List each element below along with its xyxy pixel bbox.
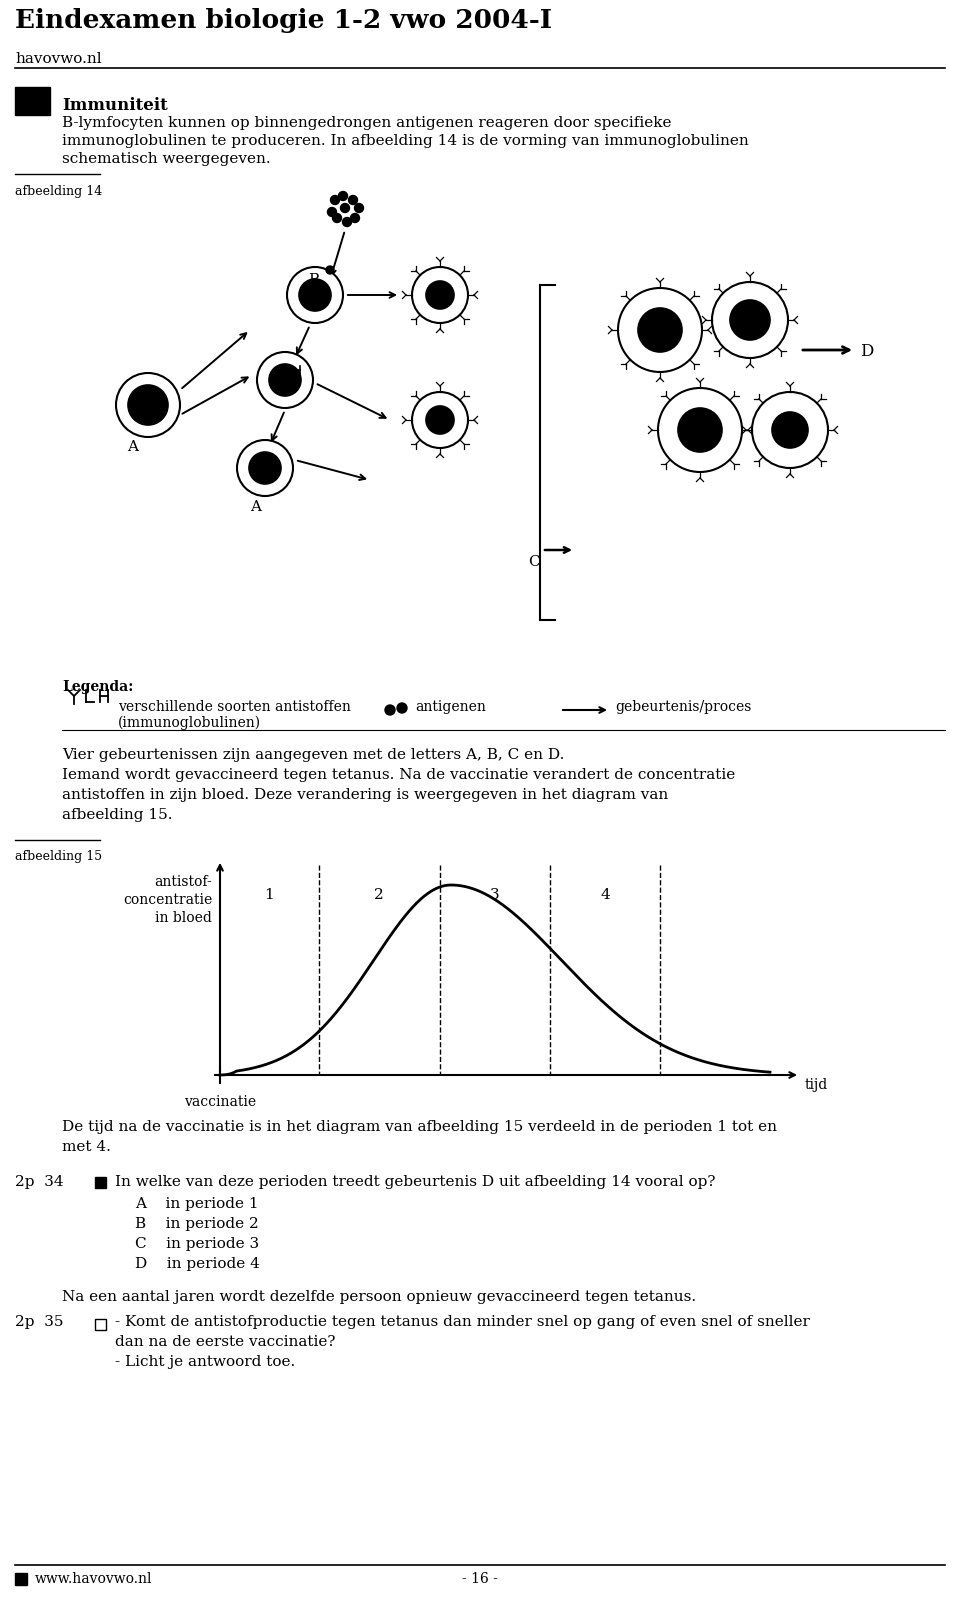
Text: A: A: [127, 440, 138, 454]
Text: De tijd na de vaccinatie is in het diagram van afbeelding 15 verdeeld in de peri: De tijd na de vaccinatie is in het diagr…: [62, 1120, 777, 1134]
Circle shape: [343, 218, 351, 227]
Text: 4: 4: [600, 888, 610, 902]
Circle shape: [116, 373, 180, 437]
Text: antistoffen in zijn bloed. Deze verandering is weergegeven in het diagram van: antistoffen in zijn bloed. Deze verander…: [62, 787, 668, 802]
Text: tijd: tijd: [805, 1078, 828, 1091]
Circle shape: [237, 440, 293, 496]
Circle shape: [128, 386, 168, 426]
Circle shape: [385, 706, 395, 715]
Text: A: A: [250, 499, 261, 514]
FancyBboxPatch shape: [95, 1318, 106, 1330]
Text: Legenda:: Legenda:: [62, 680, 133, 694]
Circle shape: [618, 288, 702, 371]
Circle shape: [426, 282, 454, 309]
Text: antigenen: antigenen: [415, 701, 486, 714]
Text: vaccinatie: vaccinatie: [184, 1094, 256, 1109]
Text: afbeelding 15.: afbeelding 15.: [62, 808, 173, 822]
Circle shape: [638, 307, 682, 352]
Text: schematisch weergegeven.: schematisch weergegeven.: [62, 152, 271, 166]
Text: Na een aantal jaren wordt dezelfde persoon opnieuw gevaccineerd tegen tetanus.: Na een aantal jaren wordt dezelfde perso…: [62, 1290, 696, 1304]
Circle shape: [327, 208, 337, 216]
Text: www.havovwo.nl: www.havovwo.nl: [35, 1571, 153, 1586]
Text: Eindexamen biologie 1-2 vwo 2004-I: Eindexamen biologie 1-2 vwo 2004-I: [15, 8, 552, 34]
Circle shape: [332, 213, 342, 222]
Circle shape: [658, 387, 742, 472]
Text: C    in periode 3: C in periode 3: [135, 1237, 259, 1251]
Text: verschillende soorten antistoffen: verschillende soorten antistoffen: [118, 701, 350, 714]
Text: B: B: [308, 274, 319, 286]
Circle shape: [678, 408, 722, 451]
Text: In welke van deze perioden treedt gebeurtenis D uit afbeelding 14 vooral op?: In welke van deze perioden treedt gebeur…: [115, 1174, 715, 1189]
Circle shape: [397, 702, 407, 714]
Text: gebeurtenis/proces: gebeurtenis/proces: [615, 701, 752, 714]
Circle shape: [426, 406, 454, 434]
Circle shape: [350, 213, 359, 222]
Circle shape: [354, 203, 364, 213]
Text: met 4.: met 4.: [62, 1139, 110, 1154]
Text: - Komt de antistofproductie tegen tetanus dan minder snel op gang of even snel o: - Komt de antistofproductie tegen tetanu…: [115, 1315, 810, 1330]
Text: Iemand wordt gevaccineerd tegen tetanus. Na de vaccinatie verandert de concentra: Iemand wordt gevaccineerd tegen tetanus.…: [62, 768, 735, 782]
Circle shape: [326, 266, 334, 274]
Text: Vier gebeurtenissen zijn aangegeven met de letters A, B, C en D.: Vier gebeurtenissen zijn aangegeven met …: [62, 749, 564, 762]
Text: dan na de eerste vaccinatie?: dan na de eerste vaccinatie?: [115, 1334, 335, 1349]
Text: D    in periode 4: D in periode 4: [135, 1258, 260, 1270]
Circle shape: [341, 203, 349, 213]
Text: concentratie: concentratie: [123, 893, 212, 907]
Text: - 16 -: - 16 -: [462, 1571, 498, 1586]
FancyBboxPatch shape: [15, 1573, 27, 1586]
FancyBboxPatch shape: [95, 1178, 106, 1187]
Text: Immuniteit: Immuniteit: [62, 98, 168, 114]
Text: 3: 3: [491, 888, 500, 902]
Text: B    in periode 2: B in periode 2: [135, 1218, 259, 1230]
Text: afbeelding 14: afbeelding 14: [15, 186, 103, 198]
Text: 1: 1: [264, 888, 274, 902]
Circle shape: [269, 365, 301, 395]
Text: afbeelding 15: afbeelding 15: [15, 850, 102, 862]
Text: D: D: [860, 342, 874, 360]
Text: A    in periode 1: A in periode 1: [135, 1197, 258, 1211]
Text: - Licht je antwoord toe.: - Licht je antwoord toe.: [115, 1355, 296, 1370]
Text: immunoglobulinen te produceren. In afbeelding 14 is de vorming van immunoglobuli: immunoglobulinen te produceren. In afbee…: [62, 134, 749, 149]
Text: C: C: [528, 555, 540, 570]
Text: havovwo.nl: havovwo.nl: [15, 51, 102, 66]
Text: antistof-: antistof-: [155, 875, 212, 890]
Circle shape: [299, 278, 331, 310]
Text: 2: 2: [374, 888, 384, 902]
Circle shape: [772, 411, 808, 448]
Circle shape: [339, 192, 348, 200]
Text: B-lymfocyten kunnen op binnengedrongen antigenen reageren door specifieke: B-lymfocyten kunnen op binnengedrongen a…: [62, 117, 671, 130]
Text: in bloed: in bloed: [156, 910, 212, 925]
Text: (immunoglobulinen): (immunoglobulinen): [118, 717, 261, 730]
Circle shape: [257, 352, 313, 408]
Circle shape: [730, 301, 770, 341]
Circle shape: [330, 195, 340, 205]
Text: 2p  34: 2p 34: [15, 1174, 63, 1189]
Circle shape: [249, 451, 281, 483]
Text: 2p  35: 2p 35: [15, 1315, 63, 1330]
FancyBboxPatch shape: [15, 86, 50, 115]
Circle shape: [412, 267, 468, 323]
Circle shape: [348, 195, 357, 205]
Circle shape: [287, 267, 343, 323]
Circle shape: [412, 392, 468, 448]
Circle shape: [752, 392, 828, 467]
Circle shape: [712, 282, 788, 358]
